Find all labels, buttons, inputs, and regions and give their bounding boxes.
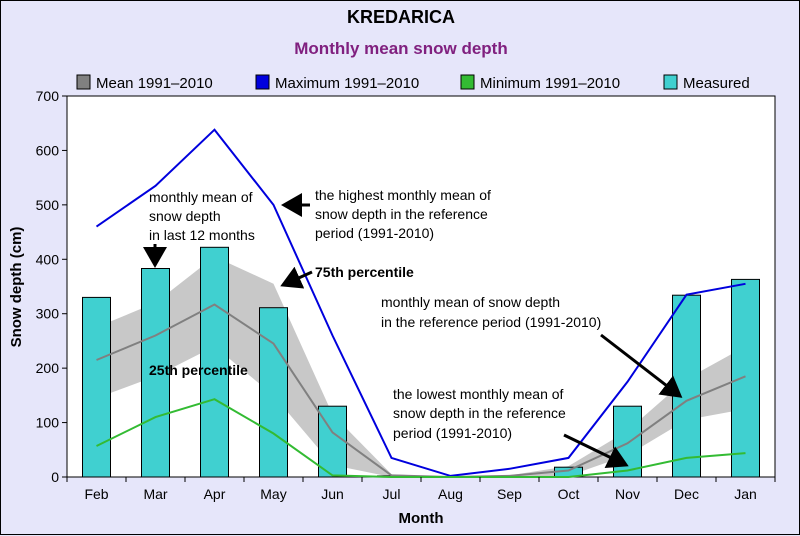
x-tick-label: Nov <box>615 486 640 502</box>
y-tick-label: 600 <box>36 142 60 158</box>
legend-label-maximum: Maximum 1991–2010 <box>275 75 419 92</box>
annotation-p75: 75th percentile <box>315 264 414 280</box>
bar-measured-mar <box>141 268 170 478</box>
annotation-p25: 25th percentile <box>149 362 248 378</box>
x-tick-label: Oct <box>558 486 580 502</box>
legend-swatch-mean <box>76 74 91 90</box>
y-tick-label: 0 <box>51 469 59 485</box>
bar-measured-feb <box>82 296 111 478</box>
annotation-lowest-arrow <box>563 433 629 468</box>
axis-layer: 0 100 200 300 400 500 600 700 Feb Mar Apr May Jun Jul… <box>36 88 776 502</box>
y-tick-label: 700 <box>36 88 60 104</box>
x-tick-label: Sep <box>497 486 522 502</box>
x-tick-label: Jun <box>321 486 344 502</box>
y-axis-title: Snow depth (cm) <box>8 227 25 348</box>
x-tick-label: Jul <box>383 486 401 502</box>
annotations: monthly mean of snow depth in last 12 mo… <box>143 187 683 468</box>
percentile-band <box>96 256 746 477</box>
line-maximum <box>95 128 746 477</box>
x-axis-title: Month <box>399 510 444 527</box>
percentile-band-layer <box>96 256 746 477</box>
legend-item-maximum[interactable]: Maximum 1991–2010 <box>255 74 419 92</box>
legend-label-minimum: Minimum 1991–2010 <box>480 75 620 92</box>
annotation-p75-arrow <box>280 266 313 289</box>
bar-measured-jun <box>318 405 347 478</box>
x-tick-label: Aug <box>438 486 463 502</box>
legend-swatch-measured <box>663 74 678 90</box>
legend: Mean 1991–2010 Maximum 1991–2010 Minimum… <box>76 74 750 92</box>
y-tick-label: 400 <box>36 251 60 267</box>
annotation-mean: monthly mean of snow depth in the refere… <box>381 294 601 330</box>
legend-item-minimum[interactable]: Minimum 1991–2010 <box>460 74 620 92</box>
bar-measured-nov <box>613 405 642 478</box>
legend-swatch-maximum <box>255 74 270 90</box>
y-tick-label: 100 <box>36 415 60 431</box>
legend-label-measured: Measured <box>683 75 750 92</box>
legend-label-mean: Mean 1991–2010 <box>96 75 213 92</box>
chart-title: KREDARICA <box>347 7 455 27</box>
x-tick-label: Mar <box>143 486 167 502</box>
bar-measured-dec <box>672 294 701 478</box>
bar-measured-apr <box>200 246 229 478</box>
x-tick-label: Apr <box>204 486 226 502</box>
legend-item-measured[interactable]: Measured <box>663 74 750 92</box>
bar-measured-jan <box>731 278 760 478</box>
legend-item-mean[interactable]: Mean 1991–2010 <box>76 74 213 92</box>
x-tick-label: May <box>260 486 286 502</box>
x-tick-label: Jan <box>734 486 757 502</box>
legend-swatch-minimum <box>460 74 475 90</box>
annotation-highest: the highest monthly mean of snow depth i… <box>315 187 495 241</box>
annotation-measured: monthly mean of snow depth in last 12 mo… <box>149 189 256 243</box>
y-tick-label: 200 <box>36 360 60 376</box>
x-tick-label: Feb <box>84 486 108 502</box>
y-tick-label: 500 <box>36 197 60 213</box>
annotation-lowest: the lowest monthly mean of snow depth in… <box>393 386 570 441</box>
y-tick-label: 300 <box>36 306 60 322</box>
bar-measured-may <box>259 307 288 478</box>
chart-subtitle: Monthly mean snow depth <box>294 39 507 58</box>
annotation-mean-arrow <box>600 333 683 398</box>
bar-layer <box>82 246 760 478</box>
x-tick-label: Dec <box>674 486 699 502</box>
